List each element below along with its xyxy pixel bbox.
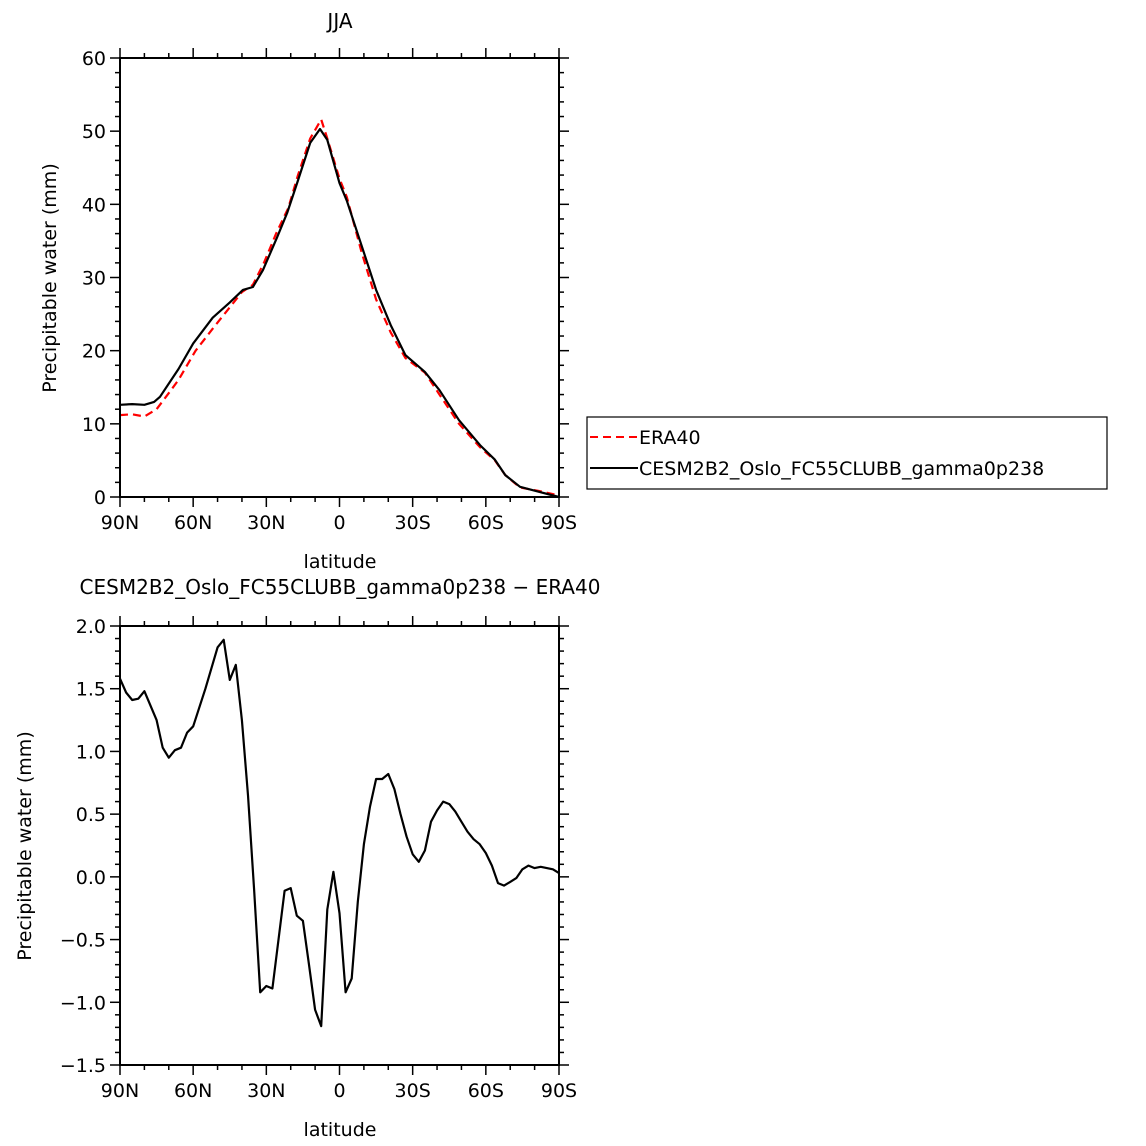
legend-label-cesm: CESM2B2_Oslo_FC55CLUBB_gamma0p238 [639,458,1044,480]
x-tick-label: 90S [541,512,577,534]
x-tick-label: 60N [174,512,212,534]
y-tick-label: 50 [82,121,106,143]
y-tick-label: 1.5 [76,679,106,701]
y-tick-label: −1.0 [60,992,106,1014]
x-tick-label: 60S [468,512,504,534]
x-axis-label: latitude [304,551,377,573]
x-tick-label: 30S [395,512,431,534]
y-tick-label: 0.0 [76,867,106,889]
panel-top: JJA latitude Precipitable water (mm) 90N… [39,9,577,573]
y-tick-label: 0 [94,487,106,509]
y-tick-label: 20 [82,341,106,363]
y-tick-label: 30 [82,268,106,290]
y-tick-label: −1.5 [60,1055,106,1077]
y-tick-label: 60 [82,48,106,70]
y-tick-label: 1.0 [76,741,106,763]
axis-ticks: 90N 60N 30N 0 30S 60S 90S 0 10 20 30 40 50 60 [82,48,577,534]
y-axis-label: Precipitable water (mm) [14,731,36,960]
series-line-cesm2b2-oslo-fc55clubb-gamma0p238 [119,127,560,499]
panel-bottom: CESM2B2_Oslo_FC55CLUBB_gamma0p238 − ERA4… [14,575,600,1141]
series-line-difference [118,638,560,1028]
plot-frame [119,57,560,498]
x-tick-label: 90N [101,512,139,534]
plot-frame [119,625,560,1066]
plot-lines [119,118,560,499]
chart-title: JJA [325,9,352,33]
x-tick-label: 90S [541,1080,577,1102]
series-line-era40 [119,118,560,497]
x-tick-label: 90N [101,1080,139,1102]
x-tick-label: 60N [174,1080,212,1102]
y-tick-label: −0.5 [60,930,106,952]
y-tick-label: 0.5 [76,804,106,826]
x-tick-label: 30N [247,512,285,534]
y-tick-label: 2.0 [76,616,106,638]
x-tick-label: 0 [333,512,345,534]
x-tick-label: 60S [468,1080,504,1102]
legend-box [586,416,1108,490]
legend-label-era40: ERA40 [639,427,701,449]
plot-lines [118,638,560,1028]
y-axis-label: Precipitable water (mm) [39,163,61,392]
chart-title: CESM2B2_Oslo_FC55CLUBB_gamma0p238 − ERA4… [80,575,601,599]
x-axis-label: latitude [304,1119,377,1141]
x-tick-label: 30N [247,1080,285,1102]
y-tick-label: 40 [82,194,106,216]
axis-ticks: 90N 60N 30N 0 30S 60S 90S −1.5 −1.0 −0.5 0.0 0.5 1.0… [60,616,577,1102]
x-tick-label: 30S [395,1080,431,1102]
x-tick-label: 0 [333,1080,345,1102]
y-tick-label: 10 [82,414,106,436]
legend: ERA40 CESM2B2_Oslo_FC55CLUBB_gamma0p238 [586,416,1108,490]
